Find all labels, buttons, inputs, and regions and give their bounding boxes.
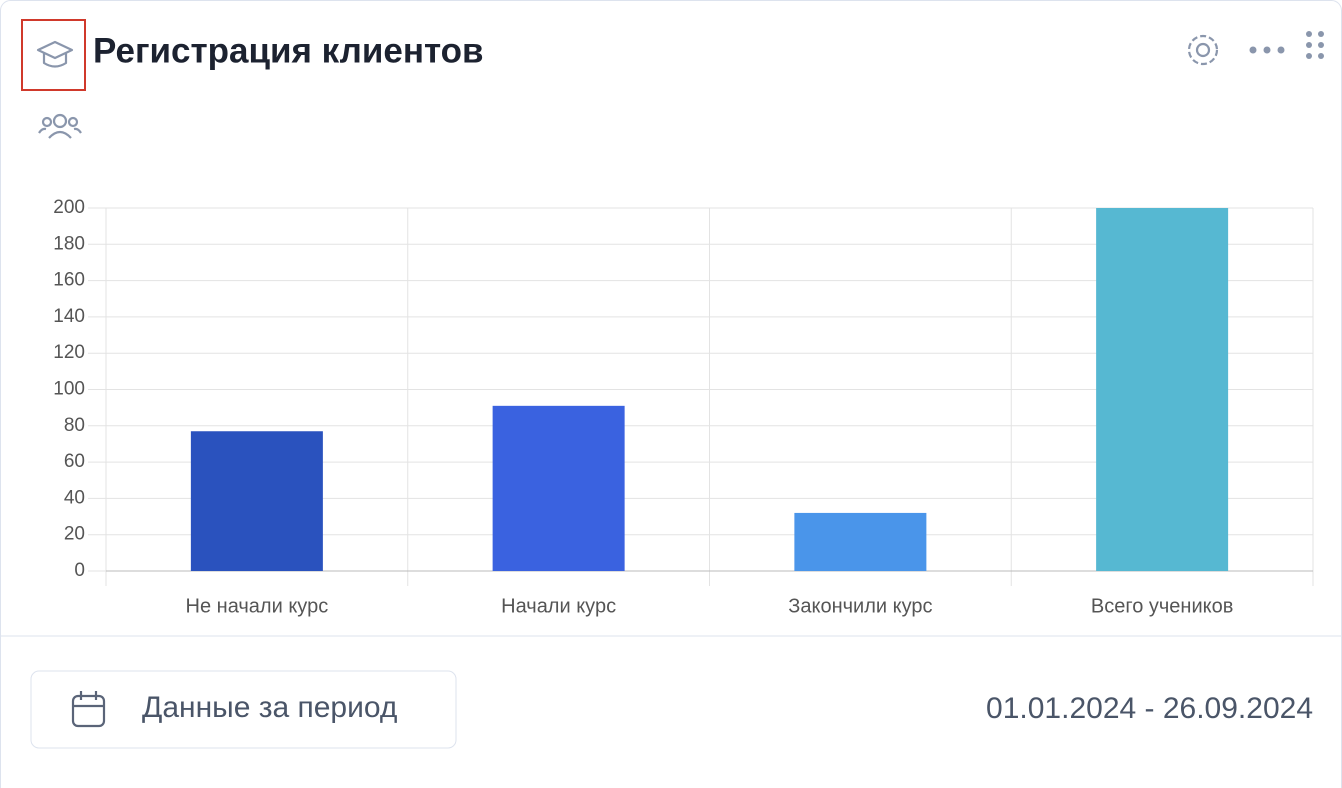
y-tick-label: 80 — [64, 415, 85, 436]
bar — [794, 512, 927, 571]
x-tick-label: Всего учеников — [1091, 595, 1233, 617]
y-tick-label: 60 — [64, 451, 85, 472]
y-tick-label: 200 — [53, 197, 85, 218]
period-button[interactable]: Данные за период — [30, 670, 457, 749]
settings-button[interactable] — [1187, 34, 1219, 66]
title: Регистрация клиентов — [93, 31, 484, 70]
bar — [190, 431, 323, 571]
y-tick-label: 140 — [53, 306, 85, 327]
y-tick-label: 160 — [53, 270, 85, 291]
x-tick-label: Начали курс — [501, 595, 616, 617]
chart: 0 20 40 60 80 100 120 140 160 180 200 Не начали кур… — [53, 197, 1314, 617]
more-button[interactable] — [1249, 46, 1285, 54]
y-tick-label: 0 — [74, 560, 85, 581]
button-frame — [30, 670, 457, 749]
x-tick-label: Закончили курс — [788, 595, 932, 617]
y-tick-label: 120 — [53, 342, 85, 363]
x-tick-label: Не начали курс — [186, 595, 329, 617]
y-tick-label: 100 — [53, 379, 85, 400]
bar — [1096, 208, 1229, 571]
y-tick-label: 20 — [64, 524, 85, 545]
y-tick-label: 180 — [53, 233, 85, 254]
course-icon — [36, 40, 74, 68]
bar — [492, 405, 625, 571]
y-tick-label: 40 — [64, 487, 85, 508]
users-icon — [38, 113, 82, 139]
calendar-icon — [71, 691, 106, 728]
highlight-box — [21, 19, 86, 91]
drag-handle[interactable] — [1306, 31, 1324, 59]
button-label: Данные за период — [142, 691, 397, 724]
period-range: 01.01.2024 - 26.09.2024 — [986, 692, 1313, 725]
